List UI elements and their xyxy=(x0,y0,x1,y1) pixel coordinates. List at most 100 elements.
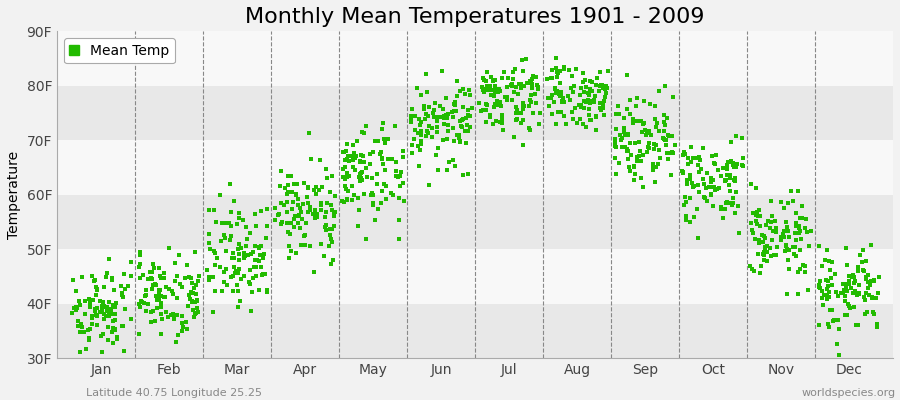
Point xyxy=(144,276,158,283)
Point xyxy=(850,322,865,328)
Point xyxy=(356,177,370,184)
Point xyxy=(577,98,591,104)
Point xyxy=(787,251,801,257)
Point xyxy=(661,132,675,138)
Point xyxy=(679,194,693,201)
Point xyxy=(529,74,544,80)
Point xyxy=(781,200,796,206)
Point xyxy=(355,169,369,176)
Point xyxy=(820,247,834,253)
Point xyxy=(746,210,760,216)
Point xyxy=(97,304,112,310)
Point xyxy=(414,119,428,125)
Point xyxy=(447,99,462,105)
Point xyxy=(704,175,718,181)
Point xyxy=(862,291,877,298)
Point xyxy=(752,237,767,243)
Point xyxy=(634,158,648,164)
Point xyxy=(246,249,260,255)
Point xyxy=(149,297,164,303)
Point xyxy=(630,158,644,164)
Point xyxy=(374,188,389,194)
Point xyxy=(428,99,442,106)
Point xyxy=(185,290,200,296)
Point xyxy=(494,103,508,109)
Point xyxy=(365,192,380,198)
Point xyxy=(831,293,845,299)
Point xyxy=(393,182,408,189)
Point xyxy=(338,157,352,163)
Point xyxy=(296,200,310,207)
Point xyxy=(623,168,637,174)
Point xyxy=(725,194,740,201)
Point xyxy=(158,284,173,290)
Point xyxy=(244,308,258,314)
Point xyxy=(307,269,321,275)
Point xyxy=(555,98,570,104)
Point xyxy=(251,244,266,251)
Point xyxy=(122,283,136,289)
Point xyxy=(664,133,679,140)
Point xyxy=(124,316,139,322)
Point xyxy=(403,119,418,125)
Point xyxy=(549,90,563,96)
Point xyxy=(516,142,530,148)
Point xyxy=(248,273,263,280)
Point xyxy=(578,77,592,84)
Point xyxy=(365,190,380,196)
Point xyxy=(217,279,231,285)
Point xyxy=(162,245,176,251)
Point xyxy=(189,298,203,304)
Point xyxy=(679,212,693,219)
Point xyxy=(287,212,302,219)
Point xyxy=(745,227,760,234)
Point xyxy=(727,210,742,216)
Point xyxy=(313,241,328,248)
Point xyxy=(789,253,804,260)
Point xyxy=(179,319,194,325)
Point xyxy=(299,220,313,226)
Point xyxy=(758,245,772,251)
Point xyxy=(664,172,679,178)
Point xyxy=(87,277,102,283)
Point xyxy=(844,274,859,280)
Point xyxy=(191,309,205,315)
Point xyxy=(414,138,428,144)
Point xyxy=(118,286,132,292)
Point xyxy=(459,115,473,121)
Point xyxy=(547,84,562,91)
Point xyxy=(719,177,733,183)
Point xyxy=(581,91,596,98)
Point xyxy=(95,302,110,309)
Point xyxy=(616,125,631,131)
Point xyxy=(120,364,134,370)
Point xyxy=(255,272,269,278)
Point xyxy=(389,159,403,165)
Point xyxy=(555,95,570,101)
Point xyxy=(865,294,879,301)
Point xyxy=(845,272,859,278)
Point xyxy=(346,152,361,159)
Point xyxy=(494,111,508,118)
Point xyxy=(587,97,601,104)
Point xyxy=(510,115,525,122)
Point xyxy=(824,307,839,313)
Point xyxy=(342,158,356,165)
Point xyxy=(727,178,742,184)
Point xyxy=(453,88,467,94)
Point xyxy=(202,231,216,237)
Point xyxy=(157,275,171,281)
Point xyxy=(319,222,333,228)
Point xyxy=(348,166,363,173)
Point xyxy=(114,283,129,290)
Point xyxy=(597,98,611,104)
Point xyxy=(526,72,540,79)
Point xyxy=(78,346,93,352)
Title: Monthly Mean Temperatures 1901 - 2009: Monthly Mean Temperatures 1901 - 2009 xyxy=(246,7,705,27)
Point xyxy=(354,152,368,158)
Point xyxy=(792,223,806,230)
Point xyxy=(297,179,311,186)
Point xyxy=(753,222,768,229)
Point xyxy=(786,244,800,250)
Point xyxy=(411,143,426,149)
